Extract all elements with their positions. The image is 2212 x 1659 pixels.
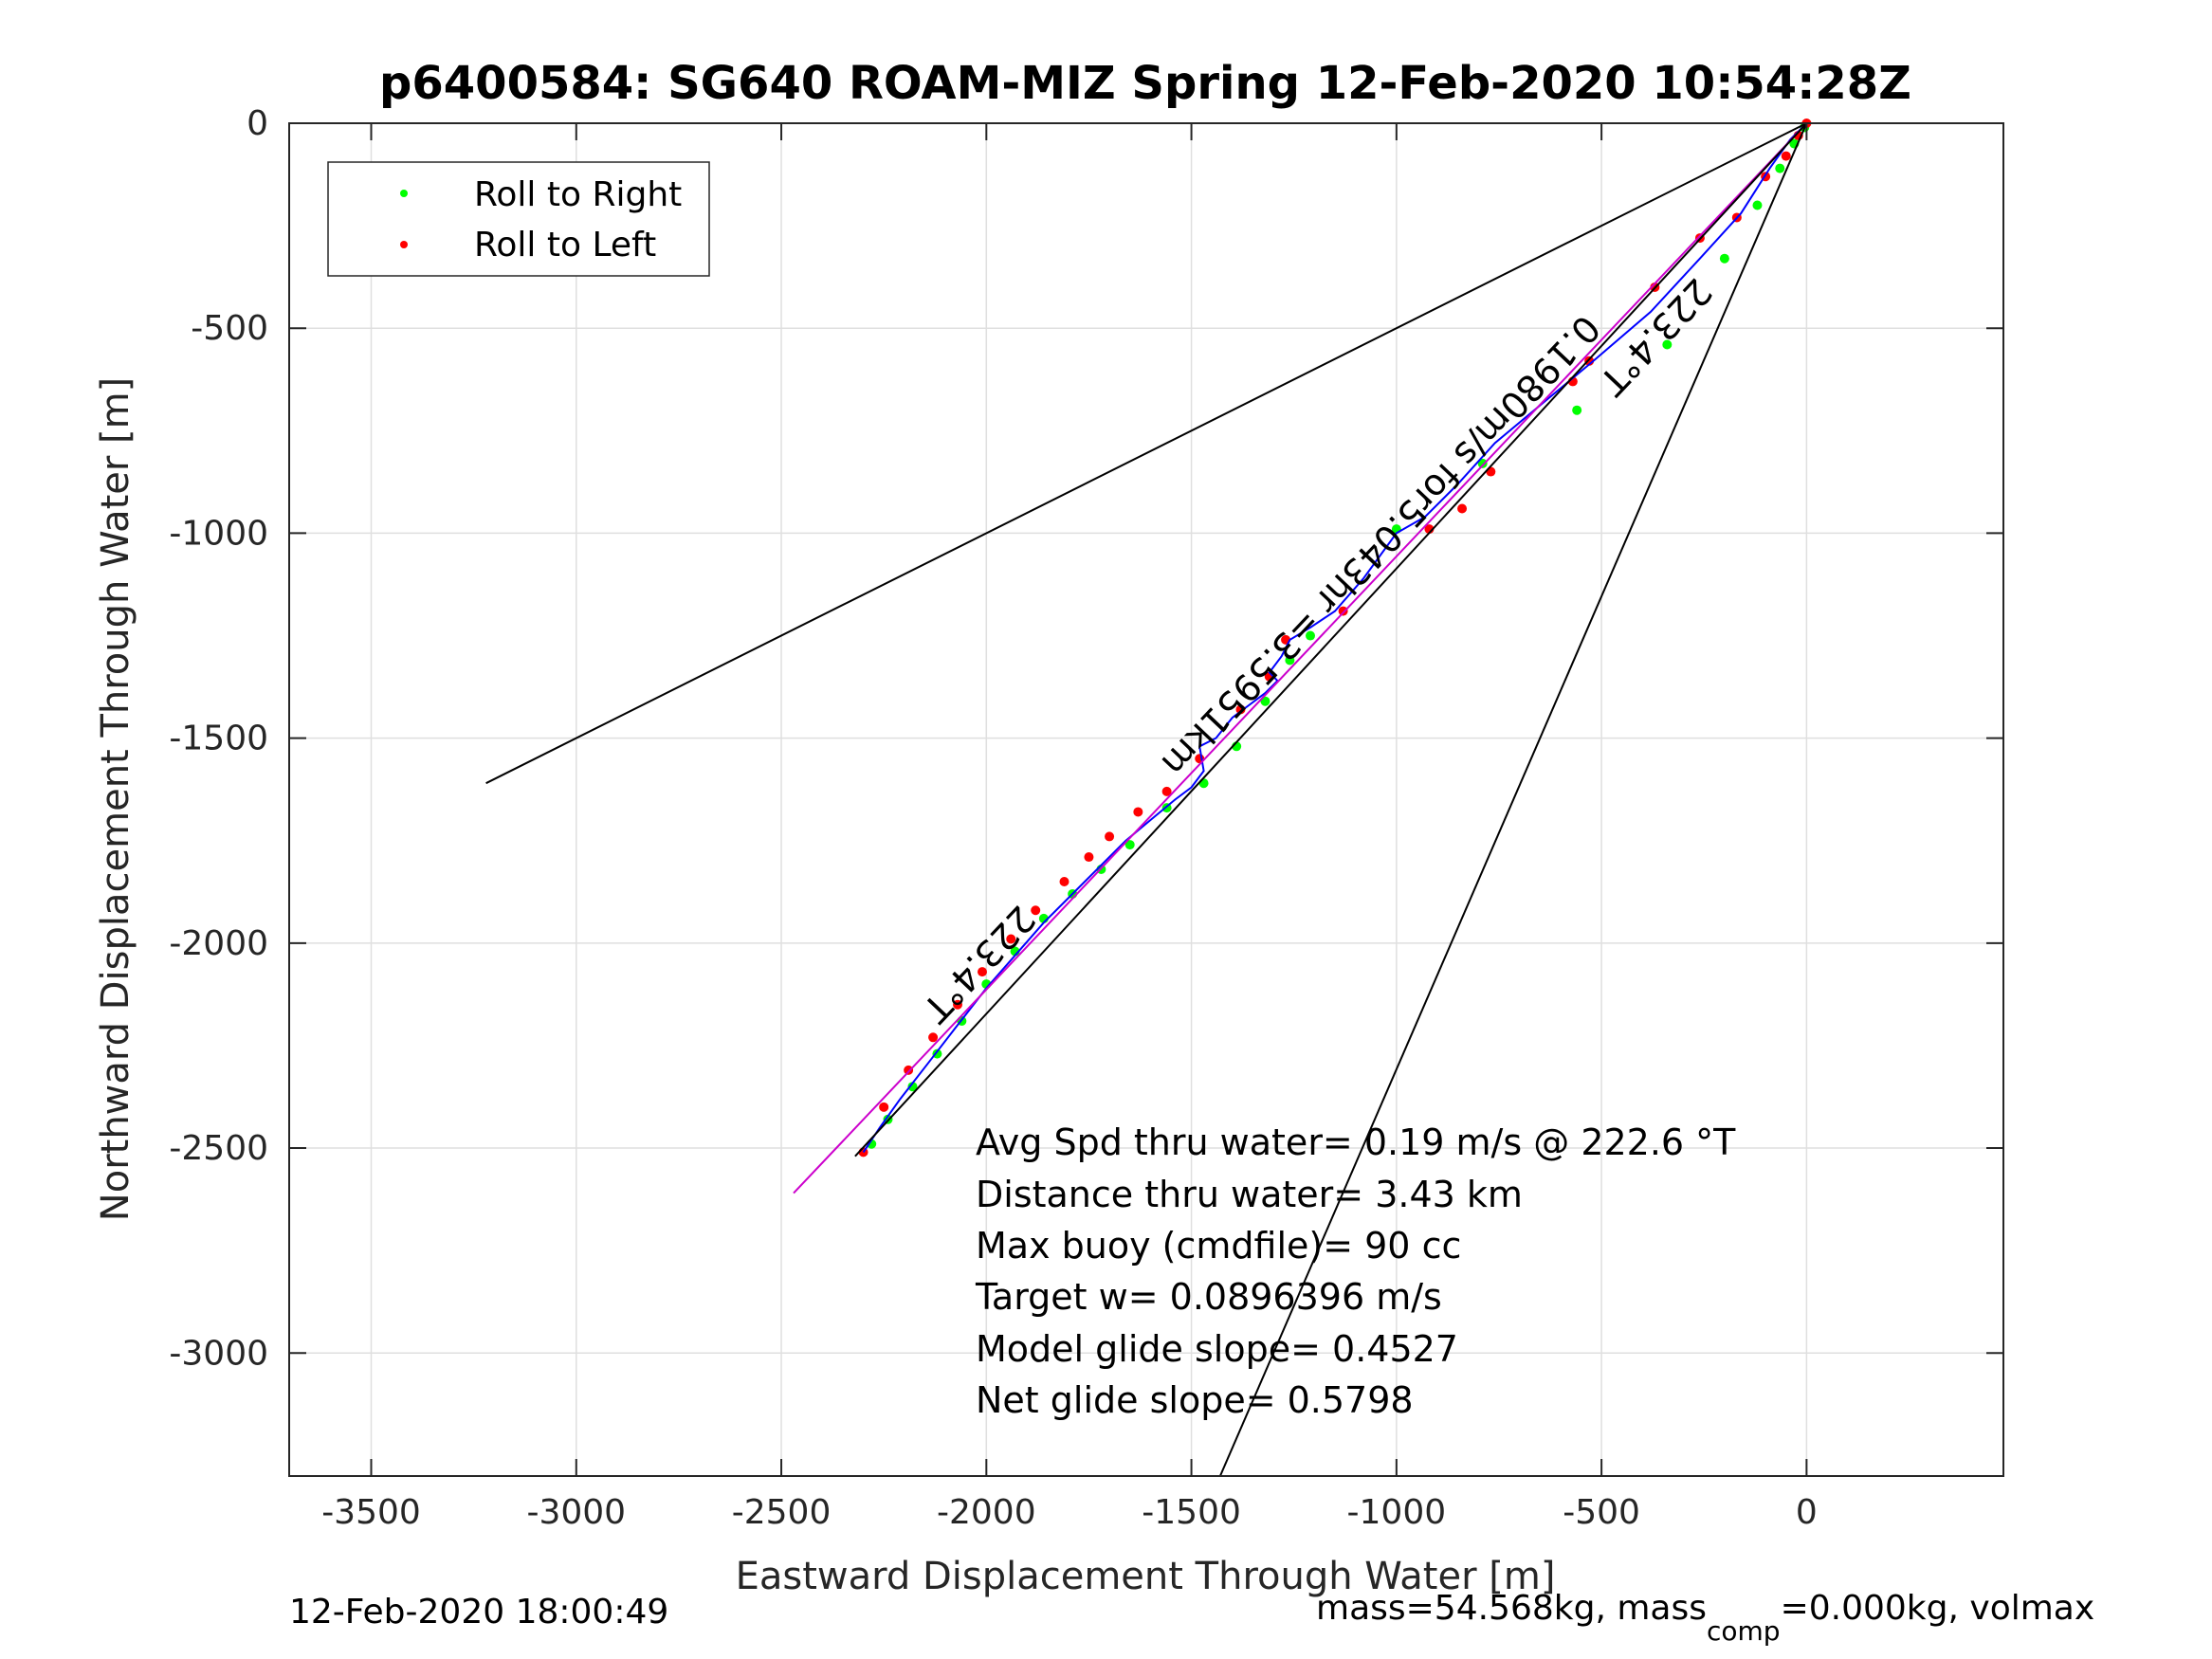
footer-timestamp: 12-Feb-2020 18:00:49	[289, 1593, 668, 1632]
series-line-3	[793, 122, 1808, 1194]
data-point-roll-to-right	[1306, 630, 1316, 641]
y-axis-label: Northward Displacement Through Water [m]	[94, 377, 137, 1221]
ticks: -3500 -3000 -2500 -2000 -1500 -1000 -500 0 0 -500…	[169, 104, 2003, 1532]
x-tick-label: -2500	[732, 1493, 832, 1532]
y-tick-label: -2000	[169, 924, 268, 963]
legend: Roll to Right Roll to Left	[327, 161, 710, 277]
data-point-roll-to-right	[1124, 840, 1135, 850]
x-tick-label: -3000	[526, 1493, 626, 1532]
x-tick-label: -1500	[1142, 1493, 1241, 1532]
data-point-roll-to-left	[1105, 831, 1115, 842]
series-line-5	[485, 122, 1807, 785]
legend-marker-roll-left	[400, 241, 408, 248]
data-point-roll-to-left	[977, 967, 987, 977]
data-point-roll-to-right	[907, 1082, 918, 1092]
annotation-target-w: Target w= 0.0896396 m/s	[975, 1276, 1442, 1318]
x-tick-label: -500	[1563, 1493, 1640, 1532]
data-point-roll-to-left	[1161, 786, 1172, 796]
data-point-roll-to-right	[1477, 458, 1488, 468]
legend-marker-roll-right	[400, 190, 408, 197]
footer-mass-sub: comp	[1707, 1615, 1781, 1647]
data-point-roll-to-right	[1285, 655, 1295, 665]
data-point-roll-to-right	[1775, 163, 1785, 173]
data-layer	[485, 118, 1812, 1477]
y-tick-label: -2500	[169, 1129, 268, 1168]
y-tick-label: 0	[247, 104, 268, 143]
data-point-roll-to-left	[953, 999, 963, 1010]
data-point-roll-to-left	[879, 1102, 889, 1112]
x-tick-label: -1000	[1347, 1493, 1447, 1532]
data-point-roll-to-left	[1006, 934, 1016, 944]
data-point-roll-to-left	[1338, 606, 1348, 616]
data-point-roll-to-right	[1752, 200, 1763, 210]
annotations: Avg Spd thru water= 0.19 m/s @ 222.6 °T …	[975, 1121, 1736, 1421]
axes-box	[288, 122, 2004, 1477]
y-tick-label: -3000	[169, 1334, 268, 1373]
annotation-model-glide: Model glide slope= 0.4527	[976, 1328, 1458, 1370]
data-point-roll-to-right	[932, 1048, 942, 1059]
annotation-avg-speed: Avg Spd thru water= 0.19 m/s @ 222.6 °T	[976, 1121, 1736, 1163]
data-point-roll-to-left	[1031, 905, 1041, 916]
data-point-roll-to-right	[1719, 253, 1729, 264]
y-tick-label: -1000	[169, 514, 268, 553]
data-point-roll-to-right	[1662, 339, 1673, 350]
data-point-roll-to-right	[1198, 778, 1209, 789]
legend-label-roll-right: Roll to Right	[474, 175, 682, 214]
annotation-net-glide: Net glide slope= 0.5798	[976, 1379, 1414, 1421]
y-tick-label: -1500	[169, 720, 268, 758]
annotation-max-buoy: Max buoy (cmdfile)= 90 cc	[976, 1225, 1461, 1267]
data-point-roll-to-left	[1781, 151, 1791, 161]
legend-label-roll-left: Roll to Left	[474, 226, 656, 264]
series-line-6	[1218, 122, 1808, 1477]
data-point-roll-to-left	[1133, 807, 1143, 817]
plot-area	[289, 123, 2003, 1476]
x-tick-label: 0	[1796, 1493, 1818, 1532]
data-point-roll-to-left	[1084, 852, 1094, 863]
data-point-roll-to-left	[1457, 503, 1468, 514]
data-point-roll-to-left	[1235, 704, 1246, 715]
data-point-roll-to-left	[904, 1065, 914, 1075]
series-line-2	[862, 122, 1808, 1153]
x-tick-label: -3500	[321, 1493, 421, 1532]
legend-box	[327, 161, 710, 277]
data-point-roll-to-left	[928, 1032, 939, 1043]
data-point-roll-to-left	[1059, 876, 1069, 886]
y-tick-label: -500	[191, 309, 268, 348]
data-point-roll-to-right	[1572, 405, 1582, 415]
chart-title: p6400584: SG640 ROAM-MIZ Spring 12-Feb-2…	[379, 57, 1911, 110]
footer-mass: mass=54.568kg, masscomp=0.000kg, volmax	[1316, 1589, 2094, 1647]
x-axis-label: Eastward Displacement Through Water [m]	[736, 1555, 1556, 1598]
annotation-distance: Distance thru water= 3.43 km	[976, 1174, 1523, 1215]
series-line-4	[854, 122, 1808, 1158]
x-tick-label: -2000	[937, 1493, 1036, 1532]
